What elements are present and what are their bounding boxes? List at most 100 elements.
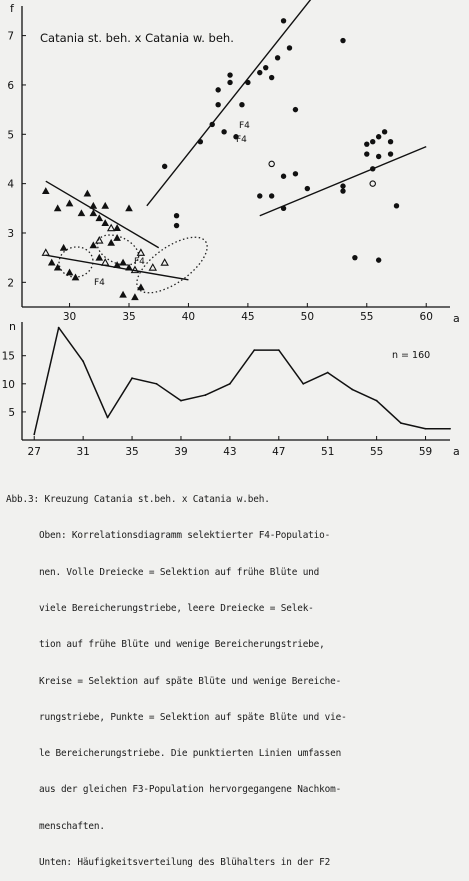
x-tick-label: 31 [76,446,89,458]
filled-dot-point [280,173,287,179]
filled-triangle-point [119,290,127,298]
filled-dot-point [239,101,245,108]
filled-dot-point [215,87,221,93]
filled-dot-point [268,193,275,199]
open-triangle-point [130,265,140,274]
filled-dot-point [370,166,376,172]
filled-triangle-point [89,201,98,209]
filled-dot-point [209,121,215,128]
y-tick-label: 15 [2,351,15,363]
filled-triangle-point [95,253,104,261]
filled-dot-point [387,138,394,145]
filled-dot-point [375,134,382,140]
filled-dot-point [215,101,221,108]
filled-dot-point [173,213,180,219]
regression-line [45,180,160,249]
filled-dot-point [227,72,233,78]
frequency-point [400,422,402,425]
frequency-plot: n a n = 160 27 31 35 39 43 47 51 55 59 5 10 15 [2,320,460,458]
filled-triangle-point [113,224,121,231]
x-tick-label: 50 [301,311,314,323]
filled-dot-point [364,151,370,157]
regression-line [146,0,312,207]
x-tick-label: 45 [241,311,254,323]
filled-triangle-point [65,268,74,276]
x-tick-label: 47 [272,446,285,458]
open-triangle-point [148,263,158,271]
filled-triangle-point [89,241,98,249]
frequency-point [375,399,378,402]
x-tick-label: 51 [321,446,334,458]
frequency-point [253,349,256,351]
filled-triangle-point [107,238,115,246]
scatter-plot: f a Catania st. beh. x Catania w. beh. 3… [7,0,460,325]
filled-dot-point [274,55,281,61]
filled-triangle-point [125,263,133,271]
open-triangle-point [106,223,116,232]
x-tick-label: 35 [125,446,138,458]
open-triangle-point [95,235,104,244]
frequency-point [180,399,182,402]
y-tick-label: 5 [8,407,15,419]
frequency-point [449,427,451,430]
sample-size-label: n = 160 [392,350,430,361]
y-tick-label: 6 [7,80,14,92]
x-tick-label: 60 [420,311,433,323]
frequency-point [106,416,109,419]
point-label: F4 [94,278,105,288]
x-tick-label: 59 [419,446,432,458]
x-tick-label: 35 [122,311,135,323]
filled-dot-point [375,153,382,160]
caption-line: nen. Volle Dreiecke = Selektion auf früh… [6,566,320,578]
filled-dot-point [173,222,180,229]
filled-dot-point [304,185,311,192]
frequency-line [33,326,450,435]
x-axis-label: a [453,312,460,325]
figure: f a Catania st. beh. x Catania w. beh. 3… [2,0,460,458]
filled-triangle-point [89,209,98,217]
filled-triangle-point [125,204,133,212]
filled-triangle-point [113,234,121,241]
filled-triangle-point [41,187,50,194]
y-axis-label: f [10,2,15,15]
filled-dot-point [352,254,358,261]
frequency-point [82,360,85,363]
caption-line: Kreise = Selektion auf späte Blüte und w… [6,675,342,687]
y-tick-label: 10 [2,379,15,391]
frequency-point [33,433,36,436]
filled-dot-point [197,138,204,145]
caption-line: le Bereicherungstriebe. Die punktierten … [6,748,342,760]
y-tick-label: 2 [7,277,14,289]
filled-triangle-point [95,214,104,222]
y-tick-label: 3 [7,228,14,240]
frequency-point [57,326,60,329]
filled-dot-point [161,163,168,170]
frequency-point [424,427,427,430]
x-tick-label: 39 [174,446,187,458]
frequency-point [131,377,133,380]
filled-dot-point [387,151,394,157]
x-tick-label: 30 [63,311,76,323]
filled-dot-point [280,205,287,212]
open-circle-point [268,160,275,168]
frequency-point [326,371,329,374]
dotted-ellipse [58,246,94,278]
open-triangle-point [136,248,146,256]
filled-dot-point [221,129,227,135]
y-tick-label: 7 [7,31,14,43]
frequency-point [302,382,305,385]
frequency-point [277,349,280,351]
filled-triangle-point [59,243,68,251]
filled-dot-point [340,37,346,44]
filled-dot-point [364,141,370,147]
figure-caption: Abb.3: Kreuzung Catania st.beh. x Catani… [6,470,464,881]
frequency-point [351,388,354,391]
filled-triangle-point [101,201,110,209]
caption-line: viele Bereicherungstriebe, leere Dreieck… [6,603,314,615]
dotted-ellipse [96,234,140,266]
filled-dot-point [370,138,376,145]
caption-line: Unten: Häufigkeitsverteilung des Blühalt… [6,857,331,868]
filled-dot-point [340,183,346,189]
filled-triangle-point [53,263,62,271]
frequency-point [228,382,231,385]
